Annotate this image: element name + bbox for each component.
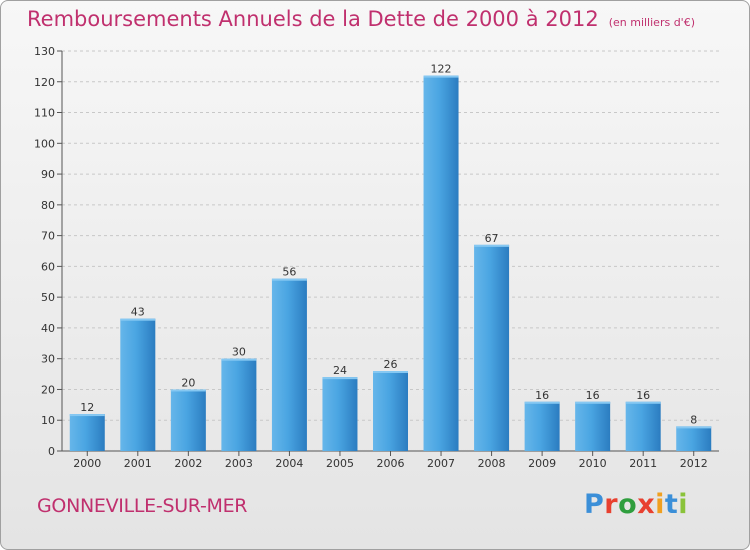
y-tick-label: 100	[34, 137, 55, 150]
data-label: 20	[181, 376, 195, 389]
bar-top-highlight	[221, 358, 257, 361]
data-label: 122	[431, 63, 452, 76]
bar	[120, 318, 156, 451]
bar-top-highlight	[373, 371, 408, 373]
logo-letter: t	[664, 489, 679, 520]
data-label: 56	[282, 266, 296, 279]
bar-top-highlight	[474, 244, 510, 247]
x-tick-label: 2003	[225, 457, 253, 470]
data-label: 12	[80, 401, 94, 414]
x-tick-label: 2004	[275, 457, 303, 470]
bar-top-highlight	[625, 401, 661, 404]
logo-letter: o	[618, 489, 638, 520]
bar-top-highlight	[524, 401, 560, 404]
bar	[625, 401, 661, 451]
x-tick-label: 2011	[629, 457, 657, 470]
logo-letter: i	[655, 489, 665, 520]
x-tick-label: 2006	[377, 457, 405, 470]
bar	[474, 244, 510, 451]
bar	[575, 401, 611, 451]
data-label: 16	[636, 389, 650, 402]
bar-top-highlight	[120, 318, 156, 321]
x-tick-label: 2010	[579, 457, 607, 470]
x-tick-label: 2000	[73, 457, 101, 470]
y-tick-label: 10	[41, 414, 55, 427]
bar	[170, 389, 206, 451]
logo-letter: r	[604, 489, 619, 520]
bar	[524, 401, 560, 451]
bar	[676, 426, 712, 451]
bar-top-highlight	[322, 377, 358, 380]
data-label: 43	[131, 306, 145, 319]
bar	[221, 358, 257, 451]
logo-letter: x	[637, 489, 656, 520]
data-label: 16	[586, 389, 600, 402]
y-tick-label: 20	[41, 383, 55, 396]
chart-title-text: Remboursements Annuels de la Dette de 20…	[27, 7, 599, 31]
y-tick-label: 60	[41, 260, 55, 273]
bar-top-highlight	[271, 278, 307, 281]
bar	[423, 75, 459, 451]
y-tick-label: 80	[41, 199, 55, 212]
data-label: 26	[384, 358, 398, 371]
bar	[322, 377, 358, 451]
bars: 12 43 20 30 56 24 26 122 67 16 16 16 8	[69, 63, 712, 451]
data-label: 16	[535, 389, 549, 402]
bar-top-highlight	[575, 401, 611, 404]
y-tick-label: 120	[34, 76, 55, 89]
data-label: 24	[333, 364, 347, 377]
data-label: 67	[485, 232, 499, 245]
chart-unit-note: (en milliers d'€)	[608, 16, 695, 29]
y-tick-label: 30	[41, 353, 55, 366]
x-tick-label: 2009	[528, 457, 556, 470]
bar	[69, 414, 105, 451]
bar	[271, 278, 307, 451]
bar-top-highlight	[423, 75, 459, 78]
x-tick-label: 2005	[326, 457, 354, 470]
x-tick-label: 2007	[427, 457, 455, 470]
chart-title: Remboursements Annuels de la Dette de 20…	[27, 7, 695, 31]
y-tick-label: 110	[34, 107, 55, 120]
proxiti-logo: Proxiti	[584, 489, 688, 520]
y-tick-label: 0	[48, 445, 55, 458]
y-tick-label: 40	[41, 322, 55, 335]
logo-letter: P	[584, 489, 605, 520]
x-tick-label: 2002	[174, 457, 202, 470]
bar-top-highlight	[170, 389, 206, 392]
city-name: GONNEVILLE-SUR-MER	[37, 495, 248, 517]
y-tick-label: 90	[41, 168, 55, 181]
y-tick-label: 70	[41, 230, 55, 243]
y-tick-label: 50	[41, 291, 55, 304]
y-tick-label: 130	[34, 45, 55, 58]
x-tick-label: 2012	[680, 457, 708, 470]
x-tick-label: 2001	[124, 457, 152, 470]
logo-letter: i	[678, 489, 689, 520]
bar-top-highlight	[69, 414, 105, 417]
data-label: 30	[232, 346, 246, 359]
bar	[373, 371, 408, 451]
bar-top-highlight	[676, 426, 712, 429]
data-label: 8	[690, 413, 697, 426]
x-tick-label: 2008	[478, 457, 506, 470]
